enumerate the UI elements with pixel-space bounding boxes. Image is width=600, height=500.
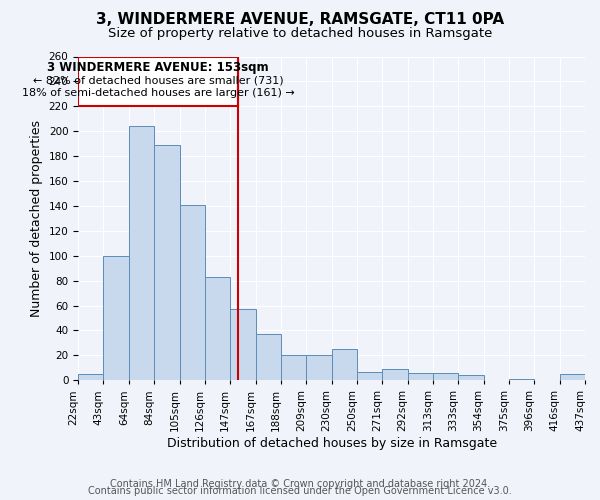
Bar (129, 126, 154, 380)
Text: 18% of semi-detached houses are larger (161) →: 18% of semi-detached houses are larger (… (22, 88, 295, 98)
Bar (433, 373, 458, 380)
Bar (332, 349, 357, 380)
Bar (230, 310, 256, 380)
Bar (382, 369, 407, 380)
Bar (407, 373, 433, 380)
Text: ← 82% of detached houses are smaller (731): ← 82% of detached houses are smaller (73… (32, 75, 283, 85)
Text: Contains public sector information licensed under the Open Government Licence v3: Contains public sector information licen… (88, 486, 512, 496)
Bar (256, 334, 281, 380)
Text: 3, WINDERMERE AVENUE, RAMSGATE, CT11 0PA: 3, WINDERMERE AVENUE, RAMSGATE, CT11 0PA (96, 12, 504, 28)
Bar (205, 277, 230, 380)
Bar (560, 374, 585, 380)
Text: 3 WINDERMERE AVENUE: 153sqm: 3 WINDERMERE AVENUE: 153sqm (47, 62, 269, 74)
Bar (78, 374, 103, 380)
Bar (458, 376, 484, 380)
Text: Size of property relative to detached houses in Ramsgate: Size of property relative to detached ho… (108, 28, 492, 40)
Y-axis label: Number of detached properties: Number of detached properties (30, 120, 43, 317)
X-axis label: Distribution of detached houses by size in Ramsgate: Distribution of detached houses by size … (167, 437, 497, 450)
Bar (509, 379, 535, 380)
Bar (103, 256, 129, 380)
FancyBboxPatch shape (78, 56, 238, 106)
Bar (281, 356, 306, 380)
Text: Contains HM Land Registry data © Crown copyright and database right 2024.: Contains HM Land Registry data © Crown c… (110, 479, 490, 489)
Bar (306, 356, 332, 380)
Bar (154, 145, 179, 380)
Bar (357, 372, 382, 380)
Bar (179, 204, 205, 380)
